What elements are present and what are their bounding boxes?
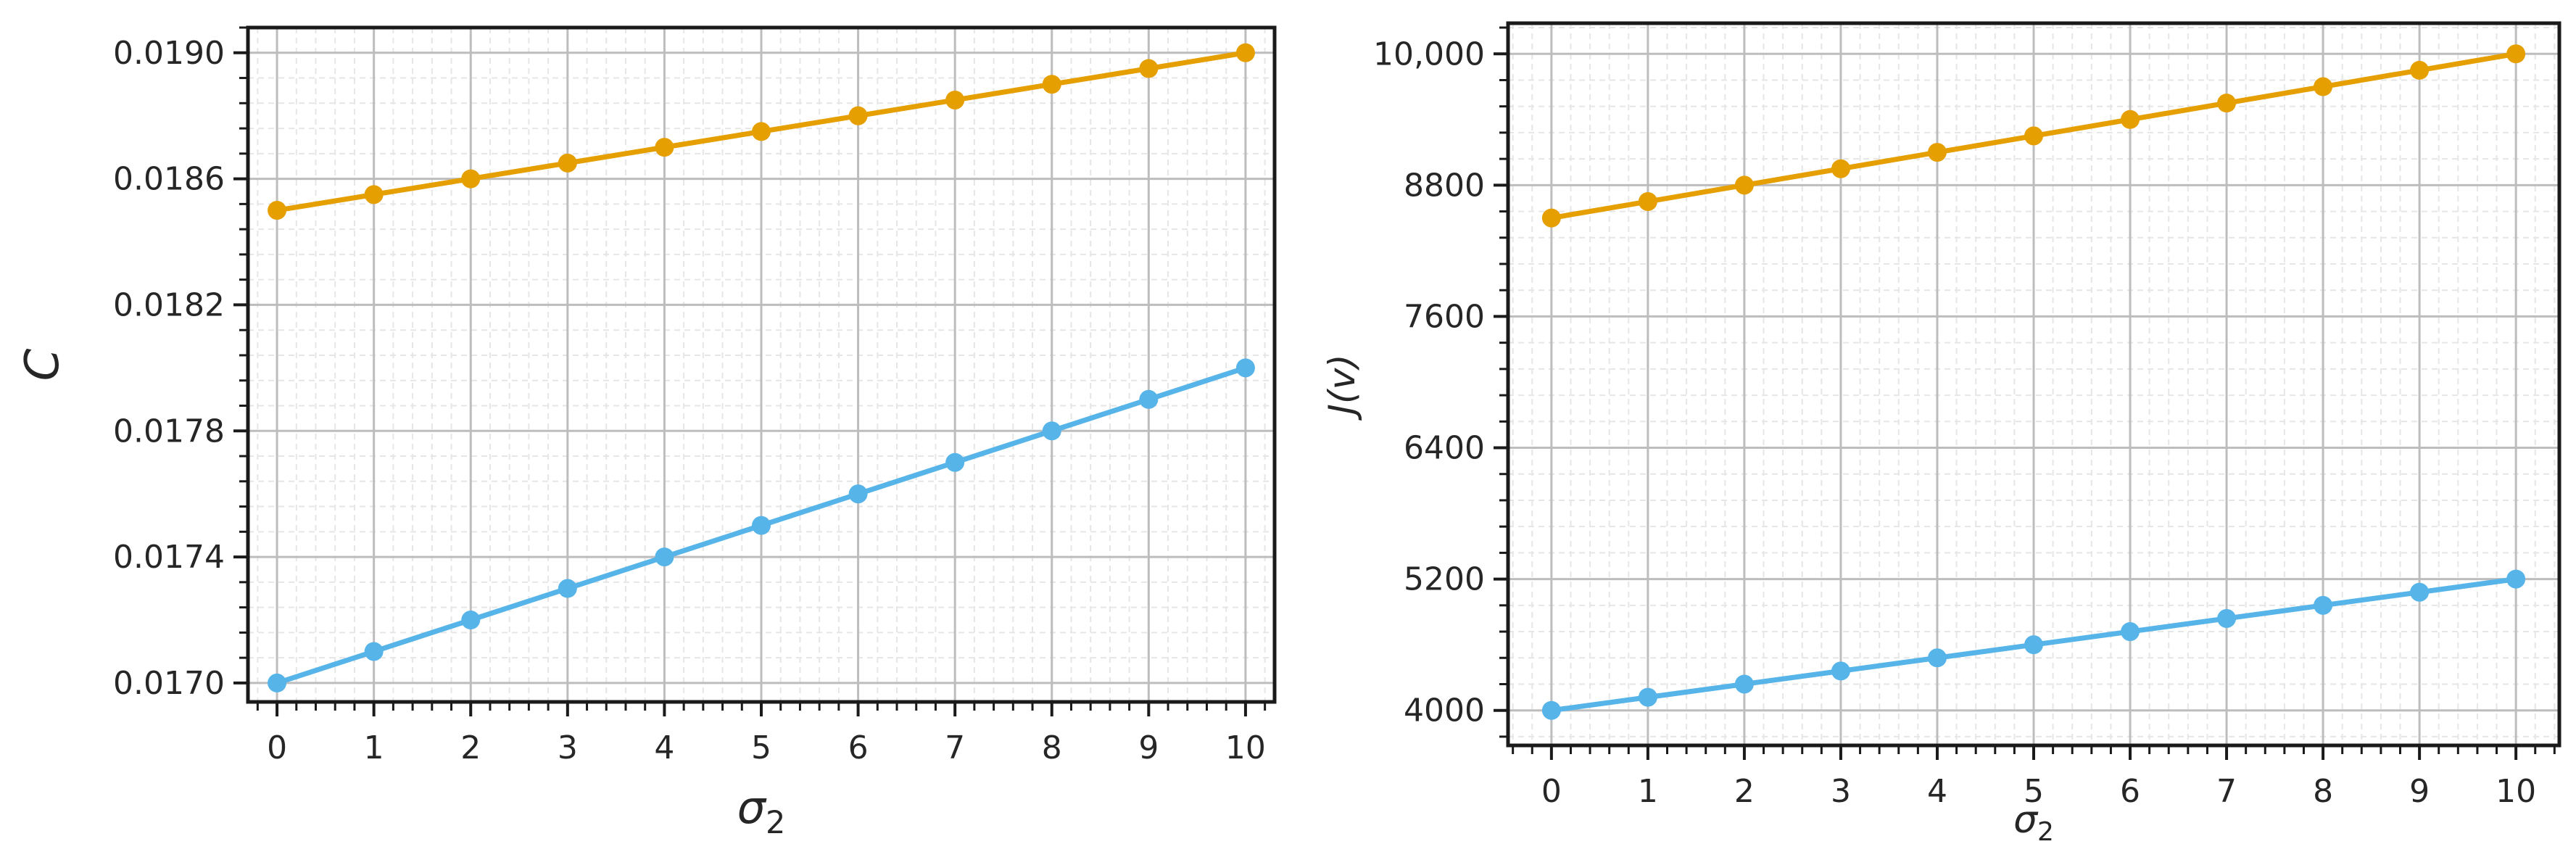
x-tick-label: 6 — [848, 729, 869, 766]
data-point — [945, 90, 965, 109]
x-tick-label: 6 — [2120, 773, 2140, 810]
data-point — [1139, 59, 1159, 78]
data-point — [2506, 569, 2526, 589]
y-tick-label: 0.0190 — [113, 35, 225, 72]
plot-frame — [246, 25, 1277, 704]
x-tick-label: 0 — [267, 729, 287, 766]
x-tick-label: 8 — [1042, 729, 1062, 766]
x-tick-label: 7 — [945, 729, 965, 766]
y-tick-label: 6400 — [1404, 430, 1485, 467]
y-tick-label: 0.0182 — [113, 286, 225, 323]
x-tick-label: 4 — [1927, 773, 1947, 810]
data-point — [1638, 687, 1657, 707]
data-point — [461, 169, 481, 189]
data-point — [1638, 191, 1657, 211]
x-tick-label: 3 — [1831, 773, 1851, 810]
series-lower — [268, 358, 1255, 692]
y-tick-label: 8800 — [1404, 167, 1485, 204]
data-point — [655, 138, 674, 157]
x-axis-label: σ2 — [737, 781, 786, 841]
data-point — [752, 122, 771, 141]
data-point — [461, 611, 481, 630]
y-axis-label: C — [16, 348, 70, 381]
data-point — [1734, 175, 1754, 195]
x-tick-label: 4 — [654, 729, 674, 766]
y-tick-label: 0.0174 — [113, 539, 225, 576]
data-point — [1927, 648, 1947, 668]
data-point — [558, 153, 577, 173]
data-point — [752, 516, 771, 535]
x-tick-label: 1 — [364, 729, 384, 766]
data-point — [1831, 159, 1850, 178]
data-point — [1139, 389, 1159, 409]
data-point — [2410, 582, 2430, 602]
x-axis-label: σ2 — [2013, 798, 2054, 847]
data-point — [655, 547, 674, 567]
x-tick-label: 5 — [751, 729, 771, 766]
x-tick-label: 10 — [1225, 729, 1266, 766]
series-upper — [268, 43, 1255, 220]
data-point — [2024, 126, 2043, 146]
y-axis-label: J(v) — [1321, 354, 1363, 421]
data-point — [268, 673, 287, 692]
data-point — [2024, 635, 2043, 655]
y-tick-label: 0.0170 — [113, 665, 225, 702]
y-tick-label: 0.0178 — [113, 413, 225, 450]
x-tick-label: 3 — [558, 729, 578, 766]
plot-frame — [1506, 21, 2561, 748]
data-point — [2217, 608, 2237, 628]
data-point — [945, 452, 965, 472]
y-tick-label: 7600 — [1404, 298, 1485, 335]
data-point — [364, 185, 384, 204]
data-point — [1831, 661, 1850, 681]
data-point — [1235, 43, 1255, 62]
y-tick-label: 4000 — [1404, 692, 1485, 729]
data-point — [1541, 208, 1561, 228]
data-point — [848, 106, 868, 125]
x-tick-label: 10 — [2496, 773, 2536, 810]
x-tick-label: 2 — [460, 729, 481, 766]
data-point — [848, 484, 868, 504]
chart-panel-left: 0 1 2 3 4 5 6 7 8 9 10 0.0170 0.0174 0.0178 0.0182 0.01… — [16, 25, 1277, 841]
x-tick-label: 9 — [2409, 773, 2430, 810]
data-point — [2314, 77, 2333, 96]
series-lower — [1541, 569, 2526, 720]
data-point — [1541, 700, 1561, 720]
data-point — [2314, 595, 2333, 615]
data-point — [268, 201, 287, 220]
x-tick-label: 8 — [2313, 773, 2333, 810]
data-point — [1042, 75, 1061, 94]
data-point — [2121, 109, 2140, 129]
data-point — [1235, 358, 1255, 378]
data-point — [364, 642, 384, 661]
data-point — [1734, 674, 1754, 694]
chart-panel-right: 0 1 2 3 4 5 6 7 8 9 10 4000 5200 6400 7600 8800 10,000 σ2… — [1321, 21, 2561, 847]
series-upper — [1541, 44, 2526, 228]
grid — [248, 27, 1275, 702]
x-tick-label: 2 — [1734, 773, 1755, 810]
x-tick-label: 9 — [1138, 729, 1159, 766]
x-tick-label: 0 — [1541, 773, 1562, 810]
data-point — [1042, 421, 1061, 441]
data-point — [2506, 44, 2526, 64]
y-tick-label: 5200 — [1404, 561, 1485, 598]
y-tick-label: 10,000 — [1373, 36, 1485, 73]
data-point — [2121, 622, 2140, 642]
data-point — [558, 579, 577, 598]
data-point — [1927, 143, 1947, 162]
data-point — [2217, 94, 2237, 113]
x-tick-label: 7 — [2216, 773, 2237, 810]
grid — [1508, 23, 2559, 745]
data-point — [2410, 60, 2430, 80]
x-tick-label: 1 — [1638, 773, 1658, 810]
y-tick-label: 0.0186 — [113, 161, 225, 198]
x-tick-label: 5 — [2024, 773, 2044, 810]
